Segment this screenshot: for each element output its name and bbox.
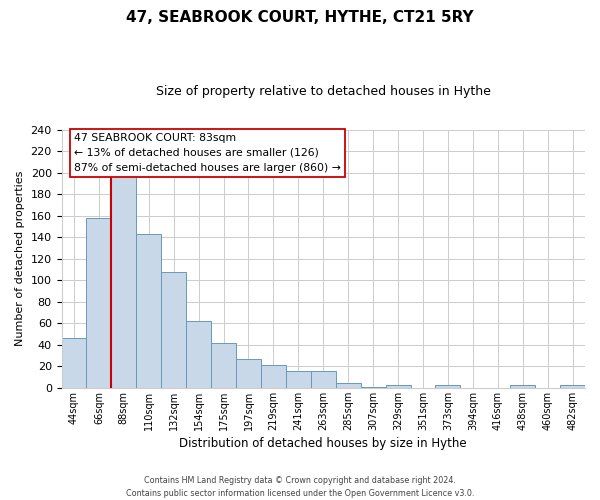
Y-axis label: Number of detached properties: Number of detached properties	[15, 171, 25, 346]
Bar	[436, 384, 460, 388]
Bar	[361, 387, 386, 388]
Bar	[510, 384, 535, 388]
Bar	[336, 382, 361, 388]
Bar	[261, 366, 286, 388]
Bar	[161, 272, 186, 388]
Bar	[286, 370, 311, 388]
Bar	[311, 370, 336, 388]
Bar	[136, 234, 161, 388]
Bar	[386, 384, 410, 388]
Title: Size of property relative to detached houses in Hythe: Size of property relative to detached ho…	[156, 85, 491, 98]
Bar	[112, 172, 136, 388]
Bar	[62, 338, 86, 388]
X-axis label: Distribution of detached houses by size in Hythe: Distribution of detached houses by size …	[179, 437, 467, 450]
Text: 47, SEABROOK COURT, HYTHE, CT21 5RY: 47, SEABROOK COURT, HYTHE, CT21 5RY	[126, 10, 474, 25]
Text: 47 SEABROOK COURT: 83sqm
← 13% of detached houses are smaller (126)
87% of semi-: 47 SEABROOK COURT: 83sqm ← 13% of detach…	[74, 133, 341, 172]
Text: Contains HM Land Registry data © Crown copyright and database right 2024.
Contai: Contains HM Land Registry data © Crown c…	[126, 476, 474, 498]
Bar	[560, 384, 585, 388]
Bar	[86, 218, 112, 388]
Bar	[211, 342, 236, 388]
Bar	[236, 359, 261, 388]
Bar	[186, 321, 211, 388]
